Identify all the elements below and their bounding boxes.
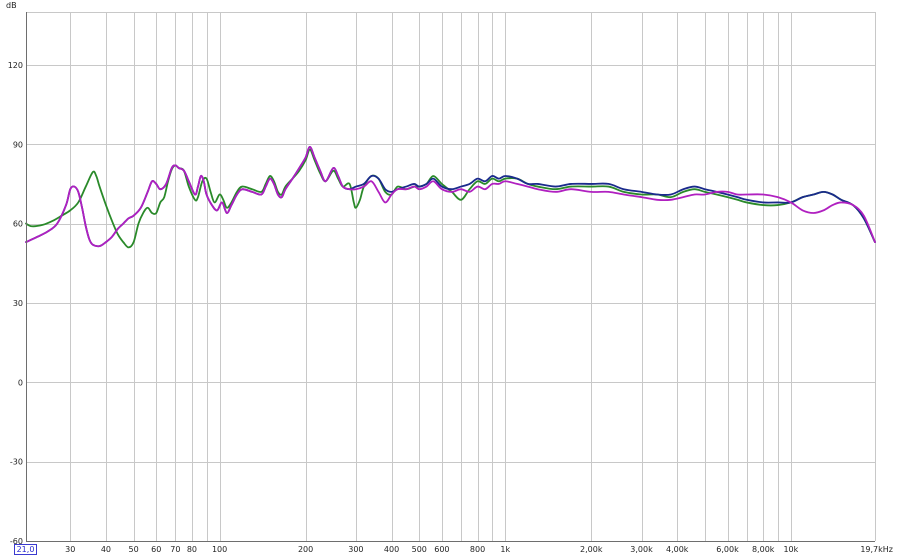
x-tick-label: 800 <box>470 545 485 554</box>
y-tick-label: 90 <box>13 140 23 149</box>
x-tick-label: 300 <box>348 545 363 554</box>
y-axis-unit-label: dB <box>6 1 17 10</box>
y-tick-label: -30 <box>10 458 23 467</box>
x-tick-label: 400 <box>384 545 399 554</box>
x-tick-label: 600 <box>434 545 449 554</box>
x-tick-label: 40 <box>101 545 111 554</box>
x-tick-label: 6,00k <box>716 545 739 554</box>
y-tick-label: 0 <box>18 378 23 387</box>
x-tick-label: 1k <box>500 545 510 554</box>
x-tick-label: 80 <box>187 545 197 554</box>
y-tick-label: 120 <box>8 61 23 70</box>
series-line-3 <box>25 145 876 248</box>
x-min-range-box[interactable] <box>14 544 37 555</box>
y-tick-label: -60 <box>10 537 23 546</box>
x-tick-label: 50 <box>129 545 139 554</box>
x-min-range-value[interactable]: 21,0 <box>17 545 35 554</box>
x-tick-label: 100 <box>212 545 227 554</box>
x-tick-label: 19,7kHz <box>860 545 893 554</box>
y-tick-label: 60 <box>13 220 23 229</box>
x-tick-label: 3,00k <box>630 545 653 554</box>
x-tick-label: 2,00k <box>580 545 603 554</box>
x-tick-label: 500 <box>412 545 427 554</box>
series-group <box>25 145 876 249</box>
x-tick-label: 10k <box>783 545 798 554</box>
x-min-range-field[interactable]: 21,0 <box>14 544 37 555</box>
x-tick-label: 8,00k <box>752 545 775 554</box>
x-tick-label: 200 <box>298 545 313 554</box>
y-tick-labels: 120 90 60 30 0 -30 -60 <box>8 61 23 546</box>
x-tick-labels: 21,0 30 40 50 60 70 80 100 200 300 400 500 600 800 1k 2… <box>14 544 893 555</box>
x-tick-label: 70 <box>170 545 180 554</box>
grid <box>26 12 876 541</box>
axes <box>26 12 875 542</box>
y-tick-label: 30 <box>13 299 23 308</box>
x-tick-label: 60 <box>151 545 161 554</box>
x-tick-label: 30 <box>65 545 75 554</box>
x-tick-label: 4,00k <box>666 545 689 554</box>
